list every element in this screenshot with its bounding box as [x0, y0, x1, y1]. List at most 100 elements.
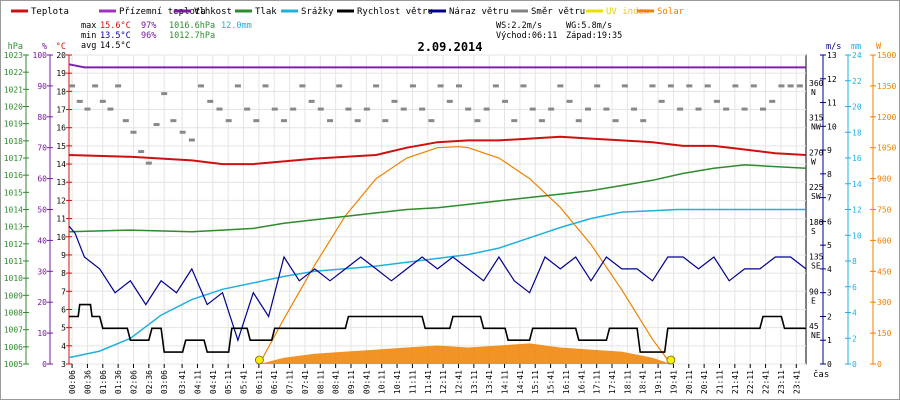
stats-sunrise: Východ:06:11 [496, 31, 557, 41]
wind-dir-mark [336, 84, 343, 88]
wind-dir-mark [363, 107, 370, 111]
stats-value: 14.5°C [100, 41, 131, 51]
w-tick-label: 600 [877, 236, 892, 245]
w-tick-label: 750 [877, 206, 892, 215]
x-tick-label: 08:11 [316, 370, 325, 394]
degc-tick-label: 19 [56, 69, 66, 78]
ms-tick-label: 1 [827, 336, 832, 345]
wind-dir-mark [317, 107, 324, 111]
wind-dir-mark [69, 84, 76, 88]
degc-tick-label: 20 [56, 51, 66, 60]
wind-dir-mark [354, 119, 361, 123]
wind-dir-mark [400, 107, 407, 111]
ms-tick-label: 11 [827, 99, 837, 108]
wind-dir-mark [667, 84, 674, 88]
wind-dir-mark [122, 119, 129, 123]
mm-tick-label: 4 [852, 309, 857, 318]
wind-dir-mark [262, 84, 269, 88]
x-tick-label: 02:06 [129, 370, 138, 394]
stats-wind-speed: WS:2.2m/s [496, 21, 542, 31]
stats-value: 97% [141, 21, 156, 31]
wind-dir-mark [704, 84, 711, 88]
x-tick-label: 13:41 [485, 370, 494, 394]
degc-tick-label: 6 [61, 305, 66, 314]
dir-tick-label: E [811, 296, 816, 305]
wind-dir-mark [253, 119, 260, 123]
degc-tick-label: 10 [56, 233, 66, 242]
hpa-tick-label: 1014 [4, 206, 23, 215]
wind-dir-mark [419, 107, 426, 111]
wind-dir-mark [741, 107, 748, 111]
x-tick-label: 00:06 [68, 370, 77, 394]
dir-tick-label: W [811, 157, 816, 166]
wind-dir-mark [153, 123, 160, 127]
mm-tick-label: 8 [852, 257, 857, 266]
ms-axis-title: m/s [826, 42, 841, 52]
x-tick-label: 10:11 [378, 370, 387, 394]
x-tick-label: 04:11 [193, 370, 202, 394]
wind-dir-mark [327, 119, 334, 123]
x-tick-label: 08:41 [332, 370, 341, 394]
wind-dir-mark [76, 99, 83, 103]
ms-tick-label: 13 [827, 51, 837, 60]
degc-tick-label: 17 [56, 106, 66, 115]
wind-dir-mark [723, 107, 730, 111]
degc-tick-label: 15 [56, 142, 66, 151]
stats-value: 1016.6hPa [169, 21, 215, 31]
wind-dir-mark [492, 84, 499, 88]
x-tick-label: 01:06 [99, 370, 108, 394]
wind-dir-mark [713, 99, 720, 103]
hpa-tick-label: 1011 [4, 257, 23, 266]
wind-dir-mark [225, 119, 232, 123]
x-tick-label: 06:11 [255, 370, 264, 394]
hpa-tick-label: 1019 [4, 120, 23, 129]
stats-wind-gust: WG:5.8m/s [566, 21, 612, 31]
wind-dir-mark [575, 119, 582, 123]
hpa-tick-label: 1007 [4, 326, 23, 335]
ms-tick-label: 7 [827, 194, 832, 203]
wind-dir-mark [130, 130, 137, 134]
x-tick-label: 14:11 [501, 370, 510, 394]
x-tick-label: 22:41 [762, 370, 771, 394]
degc-tick-label: 4 [61, 342, 66, 351]
wind-dir-mark [796, 84, 803, 88]
stats-row-label: max [81, 21, 96, 31]
wind-dir-mark [373, 84, 380, 88]
wind-dir-mark [548, 107, 555, 111]
x-tick-label: 16:11 [562, 370, 571, 394]
wind-dir-mark [107, 107, 114, 111]
pct-tick-label: 60 [37, 175, 47, 184]
wind-dir-mark [428, 119, 435, 123]
series [68, 63, 807, 365]
wind-dir-mark [280, 119, 287, 123]
x-tick-label: 18:41 [639, 370, 648, 394]
legend-label: Solar [657, 7, 685, 17]
degc-axis-title: °C [56, 42, 66, 52]
stats-value: 1012.7hPa [169, 31, 215, 41]
solar-fill-area [69, 343, 806, 364]
x-tick-label: 17:41 [608, 370, 617, 394]
wind-dir-mark [345, 107, 352, 111]
mm-tick-label: 6 [852, 283, 857, 292]
x-tick-label: 21:11 [715, 370, 724, 394]
dir-tick-label: 360 [809, 79, 824, 88]
x-tick-label: 03:06 [160, 370, 169, 394]
hpa-tick-label: 1005 [4, 360, 23, 369]
stats-value: 13.5°C [100, 31, 131, 41]
x-tick-label: 05:41 [240, 370, 249, 394]
legend-label: Směr větru [531, 7, 585, 17]
stats-row-label: min [81, 31, 96, 41]
ms-tick-label: 6 [827, 217, 832, 226]
hpa-tick-label: 1017 [4, 154, 23, 163]
x-tick-label: 18:11 [623, 370, 632, 394]
x-tick-label: 11:11 [408, 370, 417, 394]
dir-tick-label: 315 [809, 114, 824, 123]
chart-title: 2.09.2014 [417, 40, 482, 54]
hpa-axis-title: hPa [8, 42, 23, 52]
hpa-tick-label: 1021 [4, 85, 23, 94]
x-tick-label: 01:36 [114, 370, 123, 394]
wind-dir-mark [621, 84, 628, 88]
axes: hPa1023102210211020101910181017101610151… [4, 42, 897, 369]
